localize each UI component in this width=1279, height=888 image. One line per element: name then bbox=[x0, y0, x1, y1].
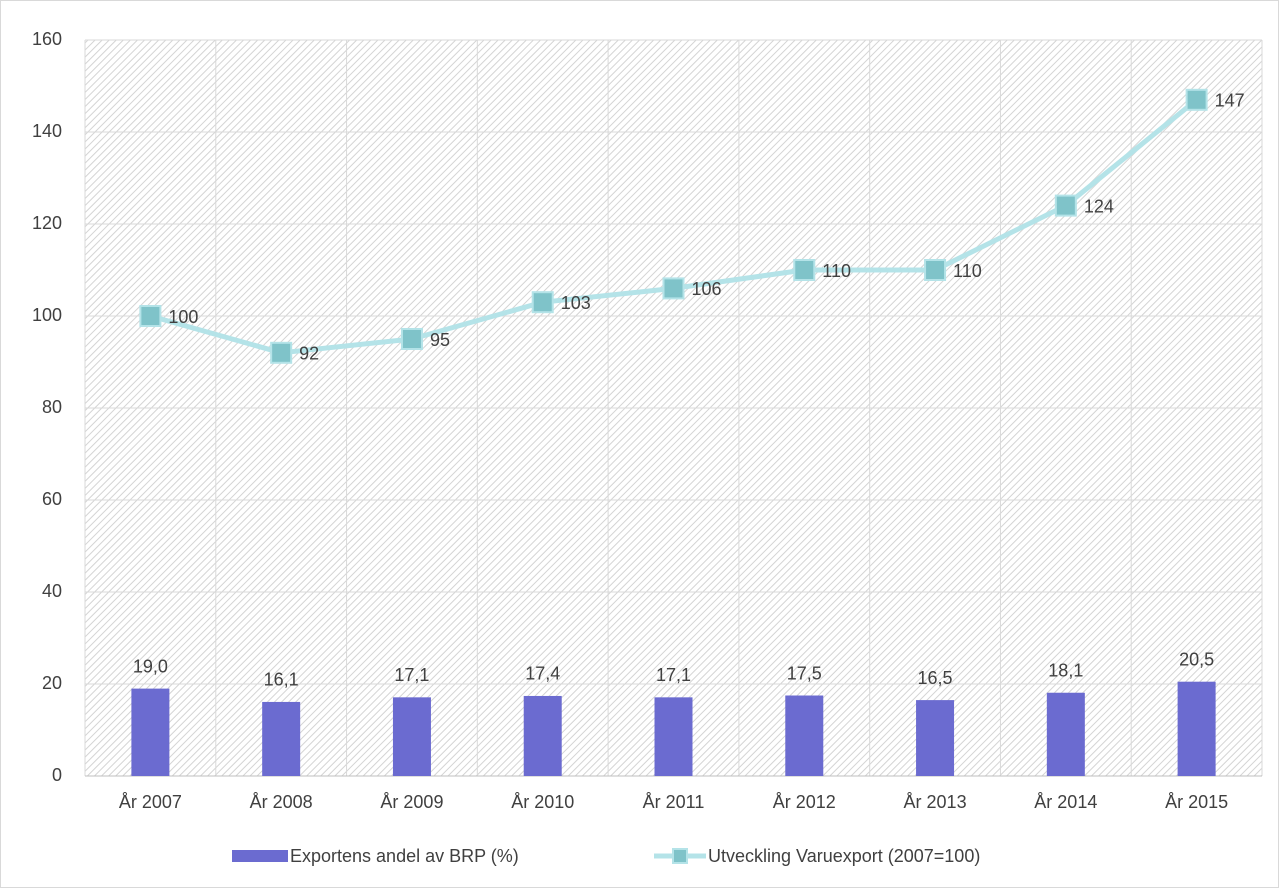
line-marker bbox=[662, 277, 685, 300]
line-value-label: 103 bbox=[561, 293, 591, 313]
line-value-label: 147 bbox=[1215, 91, 1245, 111]
y-tick-label: 40 bbox=[42, 581, 62, 601]
x-tick-label: År 2015 bbox=[1165, 792, 1228, 812]
x-tick-label: År 2014 bbox=[1034, 792, 1097, 812]
bar-value-label: 17,4 bbox=[525, 664, 560, 684]
bar-value-label: 20,5 bbox=[1179, 649, 1214, 669]
bar bbox=[392, 697, 431, 776]
y-tick-label: 160 bbox=[32, 29, 62, 49]
legend-marker bbox=[672, 848, 688, 864]
bar bbox=[523, 695, 562, 776]
line-marker bbox=[924, 259, 947, 281]
y-tick-label: 80 bbox=[42, 397, 62, 417]
y-tick-label: 0 bbox=[52, 765, 62, 785]
legend-label: Utveckling Varuexport (2007=100) bbox=[708, 846, 980, 866]
x-tick-label: År 2011 bbox=[643, 792, 705, 812]
x-tick-label: År 2008 bbox=[250, 792, 313, 812]
legend-swatch bbox=[232, 850, 288, 862]
bar bbox=[131, 688, 170, 776]
x-tick-label: År 2013 bbox=[904, 792, 967, 812]
line-marker bbox=[270, 341, 293, 364]
line-value-label: 106 bbox=[692, 279, 722, 299]
y-tick-label: 20 bbox=[42, 673, 62, 693]
legend-label: Exportens andel av BRP (%) bbox=[290, 846, 519, 866]
line-value-label: 95 bbox=[430, 330, 450, 350]
bar-value-label: 17,1 bbox=[656, 665, 691, 685]
y-tick-label: 60 bbox=[42, 489, 62, 509]
line-value-label: 124 bbox=[1084, 196, 1114, 216]
line-marker bbox=[531, 291, 554, 314]
line-value-label: 100 bbox=[168, 307, 198, 327]
bar bbox=[1177, 681, 1216, 776]
line-marker bbox=[1185, 88, 1208, 111]
bar bbox=[785, 695, 824, 776]
bar bbox=[1046, 692, 1085, 776]
x-tick-label: År 2009 bbox=[380, 792, 443, 812]
bar bbox=[916, 700, 955, 776]
bar bbox=[654, 697, 693, 776]
line-marker bbox=[400, 328, 423, 350]
x-tick-label: År 2007 bbox=[119, 792, 182, 812]
bar bbox=[262, 701, 301, 776]
y-tick-label: 100 bbox=[32, 305, 62, 325]
x-tick-label: År 2012 bbox=[773, 792, 836, 812]
bar-value-label: 16,1 bbox=[264, 670, 299, 690]
y-tick-label: 140 bbox=[32, 121, 62, 141]
bar-value-label: 17,1 bbox=[394, 665, 429, 685]
bar-value-label: 17,5 bbox=[787, 663, 822, 683]
line-value-label: 92 bbox=[299, 344, 319, 364]
line-value-label: 110 bbox=[822, 261, 851, 281]
bar-value-label: 19,0 bbox=[133, 656, 168, 676]
bar-value-label: 16,5 bbox=[918, 668, 953, 688]
y-tick-label: 120 bbox=[32, 213, 62, 233]
line-marker bbox=[1054, 194, 1077, 217]
x-tick-label: År 2010 bbox=[511, 792, 574, 812]
line-marker bbox=[139, 305, 162, 327]
line-marker bbox=[793, 259, 816, 281]
bar-value-label: 18,1 bbox=[1048, 660, 1083, 680]
line-value-label: 110 bbox=[953, 261, 982, 281]
